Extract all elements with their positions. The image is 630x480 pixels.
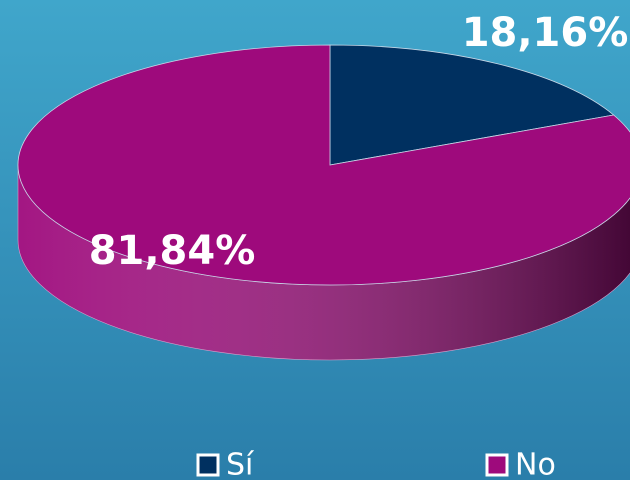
slice <box>17 44 630 286</box>
legend-label: No <box>515 448 556 480</box>
legend-label: Sí <box>226 448 255 480</box>
value-label: 81,84% <box>89 228 256 274</box>
value-label: 18,16% <box>462 10 629 56</box>
legend-swatch <box>485 453 509 477</box>
legend-swatch <box>196 453 220 477</box>
slice <box>329 44 615 166</box>
